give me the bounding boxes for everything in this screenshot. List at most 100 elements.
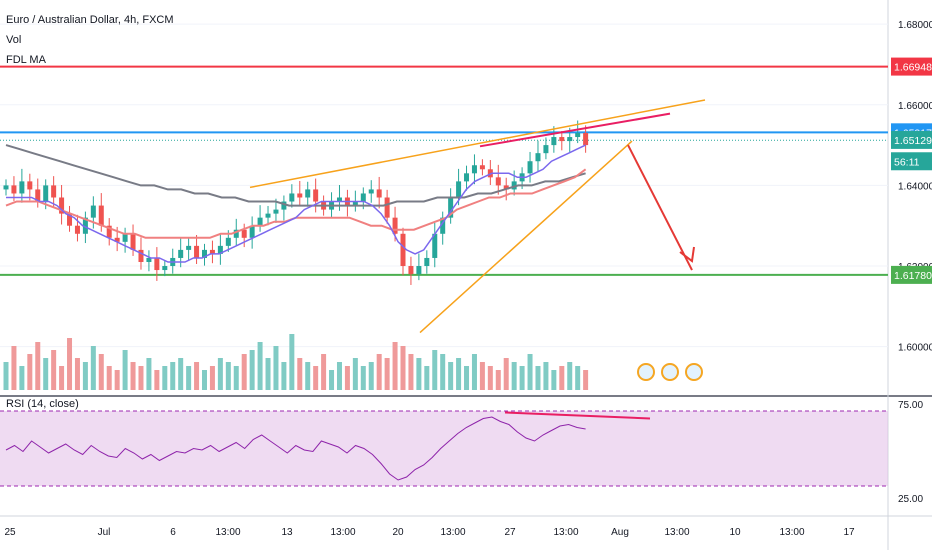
volume-bar (559, 366, 565, 390)
candle-body (495, 177, 501, 186)
ma-fast-line (6, 144, 586, 263)
candle-body (138, 249, 144, 262)
volume-bar (424, 366, 430, 390)
candle-body (35, 189, 41, 202)
volume-bar (519, 366, 525, 390)
upper-trendline (249, 99, 706, 189)
time-tick-label: 6 (170, 527, 176, 538)
candle-body (162, 266, 168, 271)
candle-body (432, 233, 438, 258)
volume-bar (527, 354, 533, 390)
volume-bar (321, 354, 327, 390)
candle-body (376, 189, 382, 198)
candle-body (384, 197, 390, 218)
candle-body (257, 217, 263, 226)
candle-body (27, 181, 33, 190)
volume-bar (27, 354, 33, 390)
volume-bar (146, 358, 152, 390)
candle-body (106, 225, 112, 238)
candle-body (448, 197, 454, 218)
candle-body (305, 189, 311, 198)
price-label-badge (891, 57, 932, 76)
volume-bar (35, 342, 41, 390)
volume-bar (281, 362, 287, 390)
time-tick-label: 13:00 (440, 527, 465, 538)
candle-body (281, 201, 287, 210)
rsi-divergence-line (504, 411, 651, 420)
candle-body (74, 225, 80, 234)
rsi-line (5, 416, 586, 481)
volume-bar (487, 366, 493, 390)
price-tick-label: 1.60000 (898, 343, 932, 354)
volume-bar (51, 350, 57, 390)
volume-bar (400, 346, 406, 390)
volume-bar (273, 346, 279, 390)
candle-body (178, 249, 184, 258)
volume-bar (329, 370, 335, 390)
price-label-badge (891, 152, 932, 171)
candle-body (583, 133, 589, 146)
volume-bar (209, 366, 215, 390)
volume-bar (344, 366, 350, 390)
volume-bar (567, 362, 573, 390)
price-tick-label: 1.66000 (898, 101, 932, 112)
volume-bar (456, 358, 462, 390)
candle-body (289, 193, 295, 202)
volume-bar (448, 362, 454, 390)
volume-bar (575, 366, 581, 390)
candle-body (313, 189, 319, 202)
candle-body (352, 201, 358, 206)
volume-bar (503, 358, 509, 390)
rsi-band (0, 411, 888, 486)
volume-bar (186, 366, 192, 390)
time-tick-label: 20 (392, 527, 404, 538)
time-tick-label: 13 (281, 527, 293, 538)
volume-bar (376, 354, 382, 390)
volume-bar (471, 354, 477, 390)
candle-body (416, 266, 422, 275)
candle-body (567, 137, 573, 142)
volume-bar (551, 370, 557, 390)
volume-bar (249, 350, 255, 390)
time-tick-label: 27 (504, 527, 516, 538)
ma-legend: FDL MA (6, 54, 46, 66)
price-label-text: 1.66948 (894, 62, 932, 74)
volume-bar (19, 366, 25, 390)
projection-arrow (627, 144, 693, 271)
rsi-tick-label: 25.00 (898, 494, 923, 505)
candle-body (336, 197, 342, 202)
candle-body (11, 185, 17, 194)
time-tick-label: 13:00 (664, 527, 689, 538)
candle-body (43, 185, 49, 202)
candle-body (209, 249, 215, 254)
candle-body (154, 257, 160, 271)
volume-bar (360, 366, 366, 390)
candle-body (146, 257, 152, 262)
candle-body (559, 137, 565, 142)
candle-body (98, 205, 104, 226)
price-tick-label: 1.64000 (898, 181, 932, 192)
candle-body (265, 213, 271, 218)
candle-body (3, 185, 9, 190)
volume-bar (82, 362, 88, 390)
candle-body (440, 217, 446, 234)
candle-body (464, 173, 470, 182)
candle-body (59, 197, 65, 214)
volume-bar (583, 370, 589, 390)
volume-bar (67, 338, 73, 390)
candle-body (456, 181, 462, 198)
symbol-title: Euro / Australian Dollar, 4h, FXCM (6, 14, 174, 26)
volume-bar (90, 346, 96, 390)
candle-body (51, 185, 57, 198)
volume-bar (217, 358, 223, 390)
volume-bar (170, 362, 176, 390)
candle-body (273, 209, 279, 214)
volume-bar (368, 362, 374, 390)
volume-bar (416, 358, 422, 390)
candle-body (19, 181, 25, 194)
volume-bar (464, 366, 470, 390)
volume-bar (313, 366, 319, 390)
volume-bar (74, 358, 80, 390)
time-tick-label: Aug (611, 527, 629, 538)
